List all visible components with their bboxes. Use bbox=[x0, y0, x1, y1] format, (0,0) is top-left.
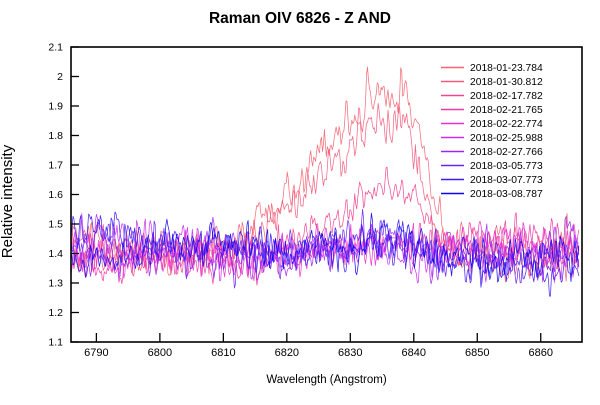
svg-text:2018-02-17.782: 2018-02-17.782 bbox=[470, 91, 543, 102]
svg-text:6860: 6860 bbox=[528, 347, 552, 359]
svg-text:6790: 6790 bbox=[84, 347, 108, 359]
svg-text:2: 2 bbox=[57, 71, 63, 83]
svg-text:2018-02-25.988: 2018-02-25.988 bbox=[470, 133, 543, 144]
svg-text:6850: 6850 bbox=[465, 347, 489, 359]
svg-text:1.4: 1.4 bbox=[48, 248, 63, 260]
svg-text:2018-02-22.774: 2018-02-22.774 bbox=[470, 119, 543, 130]
svg-text:1.2: 1.2 bbox=[48, 307, 63, 319]
svg-text:2018-03-05.773: 2018-03-05.773 bbox=[470, 161, 543, 172]
svg-text:1.5: 1.5 bbox=[48, 219, 63, 231]
svg-text:2018-01-23.784: 2018-01-23.784 bbox=[470, 63, 543, 74]
svg-text:Raman OIV 6826 - Z AND: Raman OIV 6826 - Z AND bbox=[209, 10, 391, 27]
svg-text:2.1: 2.1 bbox=[48, 42, 63, 54]
svg-text:6810: 6810 bbox=[211, 347, 235, 359]
svg-text:1.7: 1.7 bbox=[48, 160, 63, 172]
svg-text:6830: 6830 bbox=[338, 347, 362, 359]
svg-text:1.3: 1.3 bbox=[48, 278, 63, 290]
svg-text:Wavelength (Angstrom): Wavelength (Angstrom) bbox=[266, 374, 387, 386]
svg-text:1.6: 1.6 bbox=[48, 189, 63, 201]
svg-text:6840: 6840 bbox=[402, 347, 426, 359]
svg-text:2018-03-07.773: 2018-03-07.773 bbox=[470, 175, 543, 186]
svg-text:1.1: 1.1 bbox=[48, 337, 63, 349]
svg-text:1.8: 1.8 bbox=[48, 130, 63, 142]
svg-text:2018-03-08.787: 2018-03-08.787 bbox=[470, 189, 543, 200]
svg-text:6820: 6820 bbox=[275, 347, 299, 359]
svg-text:Relative intensity: Relative intensity bbox=[0, 144, 16, 258]
svg-text:6800: 6800 bbox=[148, 347, 172, 359]
svg-text:2018-02-21.765: 2018-02-21.765 bbox=[470, 105, 543, 116]
svg-text:2018-02-27.766: 2018-02-27.766 bbox=[470, 147, 543, 158]
svg-text:2018-01-30.812: 2018-01-30.812 bbox=[470, 77, 543, 88]
svg-text:1.9: 1.9 bbox=[48, 101, 63, 113]
